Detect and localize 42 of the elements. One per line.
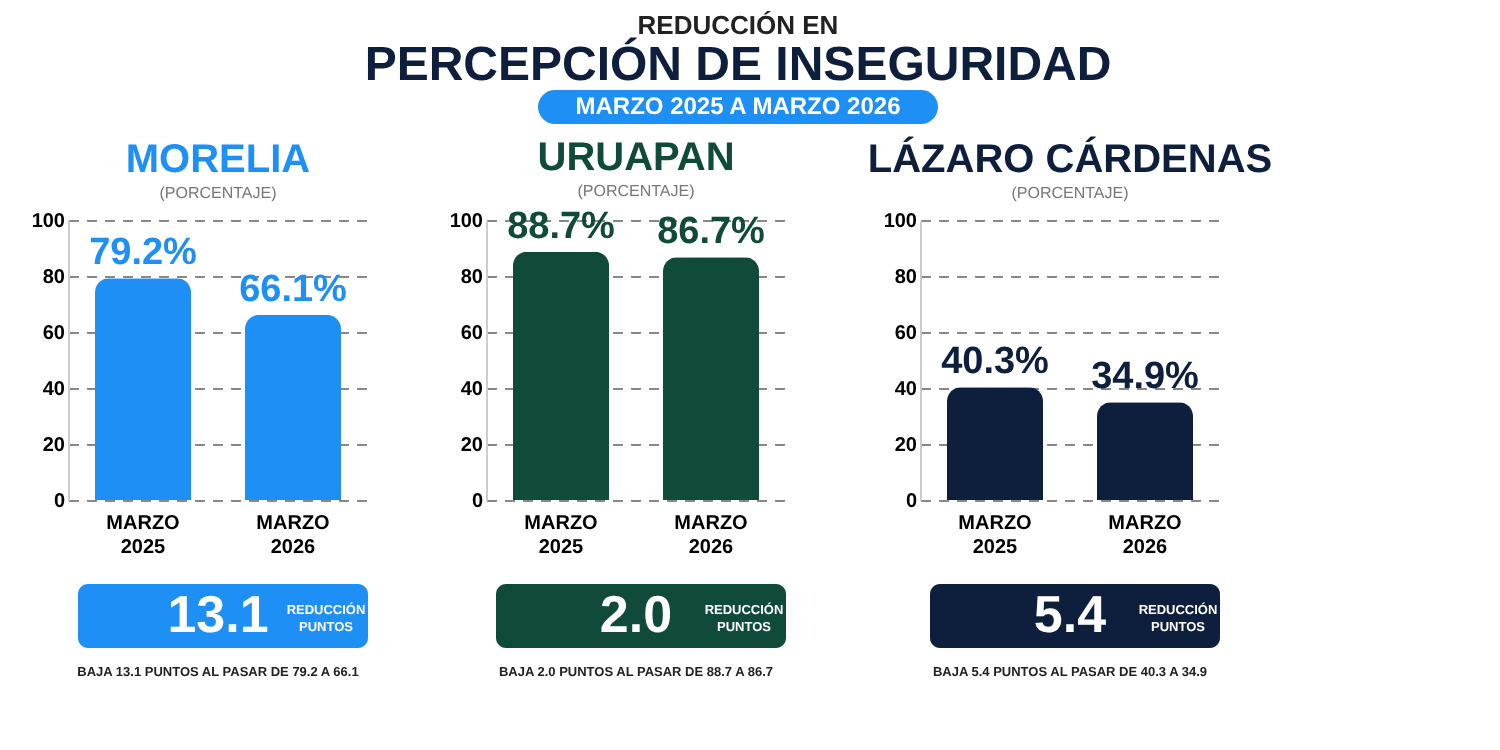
x-tick-label: MARZO 2026 (674, 513, 749, 559)
y-tick-label: 80 (460, 267, 484, 289)
data-label: 79.2% (89, 232, 198, 275)
text: REDUCCIÓN EN (637, 10, 839, 40)
text: MARZO 2025 A MARZO 2026 (575, 92, 902, 120)
chart-title: URUAPAN (537, 135, 735, 180)
x-tick-label: MARZO 2025 (106, 513, 181, 559)
y-tick-label: 100 (31, 211, 66, 233)
y-tick-label: 60 (42, 323, 66, 345)
data-label: 66.1% (239, 268, 348, 311)
y-tick-label: 60 (460, 323, 484, 345)
text: 5.4 (1033, 584, 1108, 644)
chart-subtitle: (PORCENTAJE) (1011, 184, 1130, 202)
chart-subtitle: (PORCENTAJE) (159, 184, 278, 202)
y-tick-label: 100 (449, 211, 484, 233)
data-label: 40.3% (941, 341, 1050, 384)
text: 13.1 (167, 584, 269, 644)
y-tick-label: 80 (894, 267, 918, 289)
y-tick-label: 0 (905, 491, 918, 513)
x-tick-label: MARZO 2025 (958, 513, 1033, 559)
y-tick-label: 40 (460, 379, 484, 401)
y-tick-label: 40 (42, 379, 66, 401)
y-tick-label: 20 (460, 435, 484, 457)
x-tick-label: MARZO 2026 (1108, 513, 1183, 559)
data-label: 88.7% (507, 205, 616, 248)
chart-title: LÁZARO CÁRDENAS (867, 136, 1273, 182)
text: 2.0 (599, 584, 673, 644)
y-tick-label: 60 (894, 323, 918, 345)
x-tick-label: MARZO 2026 (256, 513, 331, 559)
y-tick-label: 0 (471, 491, 484, 513)
y-tick-label: 20 (894, 435, 918, 457)
chart-title: MORELIA (125, 138, 311, 182)
x-tick-label: MARZO 2025 (524, 513, 599, 559)
data-label: 86.7% (657, 211, 766, 254)
y-tick-label: 100 (883, 211, 918, 233)
text: PERCEPCIÓN DE INSEGURIDAD (364, 36, 1112, 92)
y-tick-label: 20 (42, 435, 66, 457)
y-tick-label: 0 (53, 491, 66, 513)
y-tick-label: 80 (42, 267, 66, 289)
chart-subtitle: (PORCENTAJE) (577, 181, 696, 200)
y-tick-label: 40 (894, 379, 918, 401)
data-label: 34.9% (1091, 356, 1200, 399)
